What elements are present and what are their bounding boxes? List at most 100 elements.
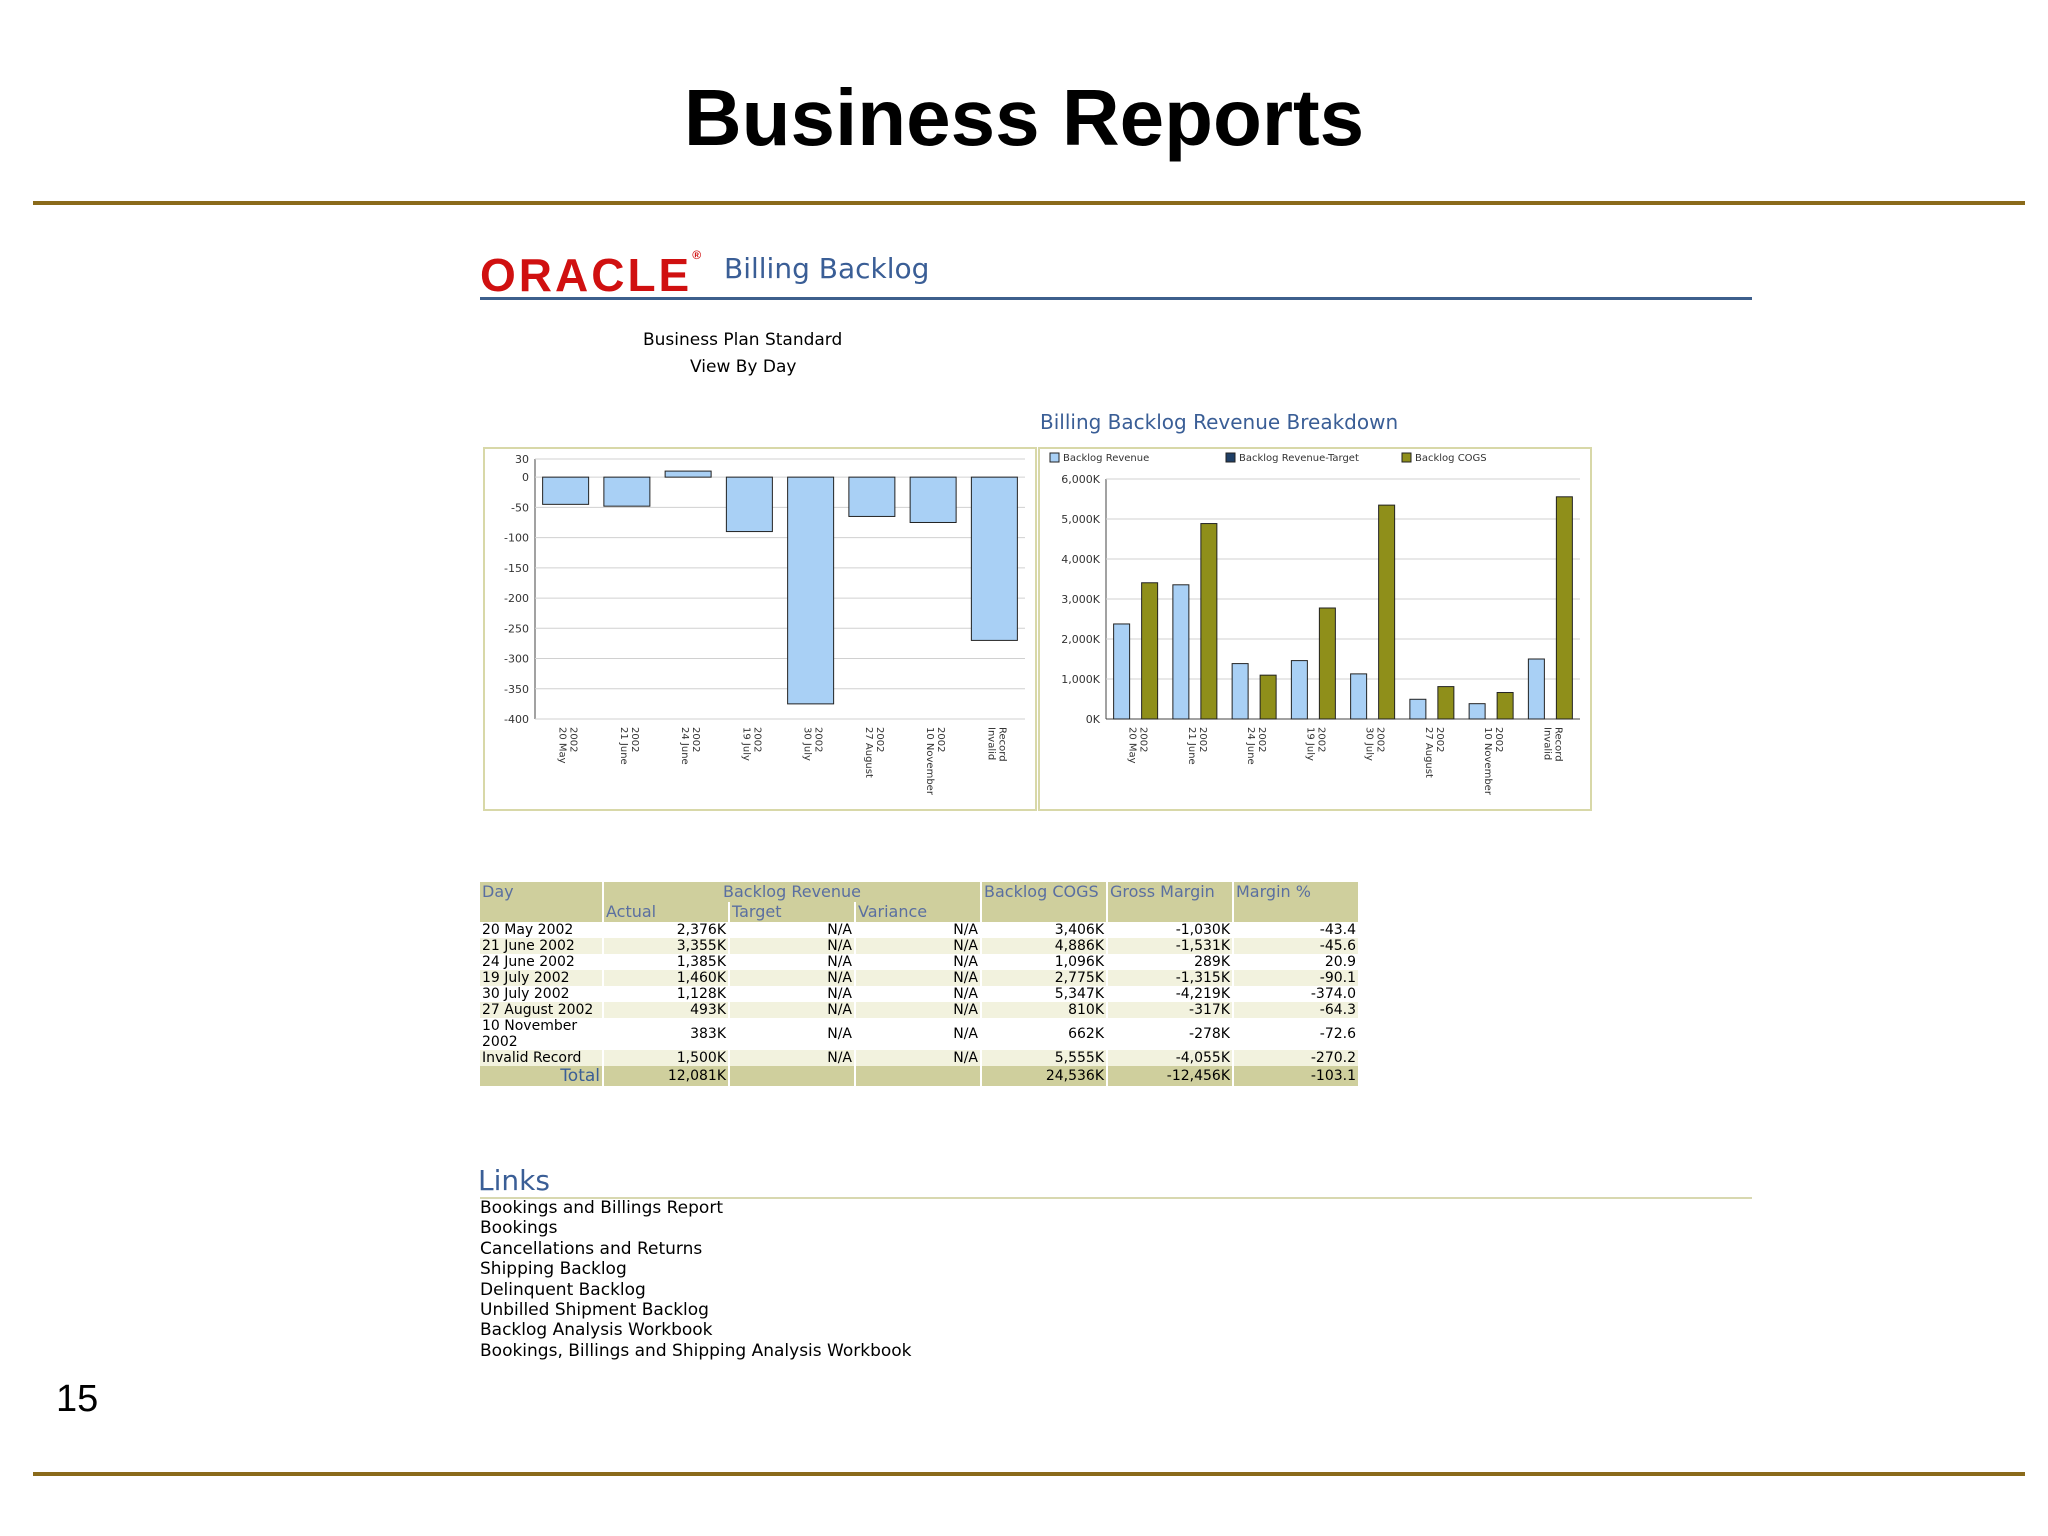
variance-cell: N/A: [855, 954, 982, 970]
page-number: 15: [56, 1378, 99, 1420]
x-tick-label: 19 July: [740, 727, 751, 761]
bar-backlog-cogs: [1141, 582, 1159, 720]
table-body: 20 May 2002 2,376K N/A N/A 3,406K -1,030K -43.…: [480, 922, 1360, 1066]
x-tick-label: 2002: [935, 727, 946, 752]
y-tick-label: 5,000K: [1061, 513, 1100, 526]
cogs-cell: 5,555K: [981, 1050, 1108, 1066]
total-label: Total: [480, 1066, 604, 1086]
header-actual[interactable]: Actual: [603, 902, 730, 922]
actual-cell: 1,128K: [603, 986, 730, 1002]
bar: [970, 476, 1018, 641]
bar-backlog-cogs: [1200, 523, 1218, 720]
x-tick-label: 24 June: [679, 727, 690, 765]
day-cell[interactable]: 19 July 2002: [480, 970, 604, 986]
bar-backlog-revenue: [1172, 584, 1190, 720]
margin-pct-cell: -64.3: [1233, 1002, 1360, 1018]
y-tick-label: 6,000K: [1061, 473, 1100, 486]
day-cell[interactable]: 27 August 2002: [480, 1002, 604, 1018]
actual-cell: 383K: [603, 1018, 730, 1050]
table-row: 24 June 2002 1,385K N/A N/A 1,096K 289K 20.9: [480, 954, 1360, 970]
cogs-cell: 3,406K: [981, 922, 1108, 938]
y-tick-label: -400: [504, 713, 529, 726]
total-cogs: 24,536K: [981, 1066, 1108, 1086]
link-item[interactable]: Delinquent Backlog: [480, 1279, 646, 1300]
x-tick-label: 20 May: [557, 727, 568, 764]
link-item[interactable]: Bookings and Billings Report: [480, 1198, 723, 1218]
day-cell[interactable]: 21 June 2002: [480, 938, 604, 954]
variance-cell: N/A: [855, 922, 982, 938]
link-item[interactable]: Bookings: [480, 1218, 558, 1239]
day-cell[interactable]: 20 May 2002: [480, 922, 604, 938]
actual-cell: 2,376K: [603, 922, 730, 938]
table-row: 27 August 2002 493K N/A N/A 810K -317K -64.3: [480, 1002, 1360, 1018]
target-cell: N/A: [729, 1050, 856, 1066]
table-row: 30 July 2002 1,128K N/A N/A 5,347K -4,219K -37…: [480, 986, 1360, 1002]
day-cell[interactable]: Invalid Record: [480, 1050, 604, 1066]
total-target: [729, 1066, 856, 1086]
header-day[interactable]: Day: [480, 882, 604, 902]
target-cell: N/A: [729, 1002, 856, 1018]
report-title: Billing Backlog: [724, 252, 930, 285]
x-tick-label: 2002: [813, 727, 824, 752]
bar-backlog-revenue: [1350, 673, 1368, 720]
table-total-row: Total 12,081K 24,536K -12,456K -103.1: [480, 1066, 1360, 1086]
business-plan-parameter: Business Plan Standard: [643, 330, 843, 350]
actual-cell: 493K: [603, 1002, 730, 1018]
x-tick-label: 30 July: [802, 727, 813, 761]
margin-pct-cell: -374.0: [1233, 986, 1360, 1002]
table-subheader-row: Actual Target Variance: [480, 902, 1360, 922]
margin-pct-cell: -270.2: [1233, 1050, 1360, 1066]
x-tick-label: 20 May: [1127, 727, 1138, 764]
header-margin-pct[interactable]: Margin %: [1233, 882, 1360, 902]
x-tick-label: Invalid: [985, 727, 996, 760]
total-actual: 12,081K: [603, 1066, 730, 1086]
header-variance[interactable]: Variance: [855, 902, 982, 922]
link-item[interactable]: Shipping Backlog: [480, 1259, 627, 1280]
y-tick-label: 3,000K: [1061, 593, 1100, 606]
x-tick-label: 21 June: [1186, 727, 1197, 765]
x-tick-label: 30 July: [1364, 727, 1375, 761]
bar-backlog-cogs: [1259, 674, 1277, 720]
gross-margin-cell: 289K: [1107, 954, 1234, 970]
target-cell: N/A: [729, 970, 856, 986]
revenue-breakdown-chart: Backlog Revenue Backlog Revenue-Target Bac…: [1038, 447, 1592, 811]
view-by-parameter: View By Day: [690, 357, 797, 377]
day-cell[interactable]: 10 November 2002: [480, 1018, 604, 1050]
header-gross-margin[interactable]: Gross Margin: [1107, 882, 1234, 902]
target-cell: N/A: [729, 938, 856, 954]
x-tick-label: 27 August: [863, 727, 874, 778]
link-item[interactable]: Bookings, Billings and Shipping Analysis…: [480, 1340, 912, 1361]
total-gross-margin: -12,456K: [1107, 1066, 1234, 1086]
x-tick-label: 2002: [1138, 727, 1149, 752]
variance-chart-svg: 30 0 -50 -100 -150 -200 -250 -300 -350 -400 20 May…: [504, 453, 1025, 796]
x-tick-label: 2002: [1315, 727, 1326, 752]
margin-pct-cell: -45.6: [1233, 938, 1360, 954]
y-tick-label: 4,000K: [1061, 553, 1100, 566]
link-item[interactable]: Backlog Analysis Workbook: [480, 1320, 713, 1341]
header-backlog-cogs[interactable]: Backlog COGS: [981, 882, 1108, 902]
bar-backlog-revenue: [1113, 623, 1131, 720]
y-tick-label: 1,000K: [1061, 673, 1100, 686]
cogs-cell: 2,775K: [981, 970, 1108, 986]
cogs-cell: 662K: [981, 1018, 1108, 1050]
variance-cell: N/A: [855, 1018, 982, 1050]
x-tick-label: 2002: [1434, 727, 1445, 752]
variance-chart: 30 0 -50 -100 -150 -200 -250 -300 -350 -400 20 May…: [483, 447, 1037, 811]
gross-margin-cell: -4,055K: [1107, 1050, 1234, 1066]
variance-cell: N/A: [855, 970, 982, 986]
x-tick-label: 10 November: [1482, 727, 1493, 796]
link-item[interactable]: Cancellations and Returns: [480, 1238, 703, 1259]
bar-backlog-cogs: [1496, 692, 1514, 720]
gross-margin-cell: -278K: [1107, 1018, 1234, 1050]
day-cell[interactable]: 30 July 2002: [480, 986, 604, 1002]
bar-backlog-cogs: [1437, 686, 1455, 720]
top-divider: [33, 201, 2025, 205]
x-tick-label: 2002: [1197, 727, 1208, 752]
oracle-logo: ORACLE®: [480, 248, 702, 301]
header-target[interactable]: Target: [729, 902, 856, 922]
y-tick-label: 0: [522, 471, 529, 484]
x-tick-label: 2002: [1256, 727, 1267, 752]
gross-margin-cell: -1,315K: [1107, 970, 1234, 986]
day-cell[interactable]: 24 June 2002: [480, 954, 604, 970]
link-item[interactable]: Unbilled Shipment Backlog: [480, 1300, 709, 1321]
